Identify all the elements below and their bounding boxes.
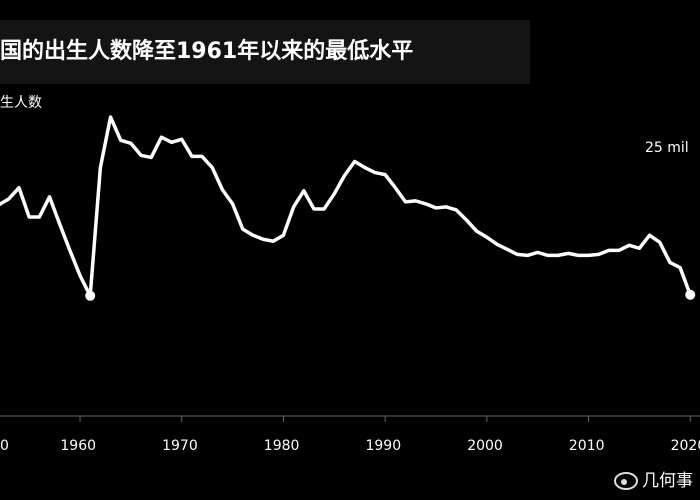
- chart-title: 国的出生人数降至1961年以来的最低水平: [0, 38, 413, 64]
- highlight-point: [685, 289, 696, 300]
- annotation: 25 mil: [645, 140, 689, 156]
- x-tick-label: 2020: [671, 438, 700, 454]
- watermark: 几何事: [642, 471, 693, 491]
- x-tick-label: 1980: [264, 438, 300, 454]
- subtitle: 生人数: [0, 95, 42, 111]
- x-tick-label: 1990: [365, 438, 401, 454]
- line: [0, 115, 692, 298]
- x-tick-label: 0: [0, 438, 9, 454]
- highlight-point: [85, 290, 96, 301]
- x-tick-label: 1970: [162, 438, 198, 454]
- x-tick-label: 2010: [569, 438, 605, 454]
- x-tick-label: 1960: [60, 438, 96, 454]
- watermark-icon: [614, 472, 638, 490]
- x-tick-label: 2000: [467, 438, 503, 454]
- title-box: [0, 20, 530, 84]
